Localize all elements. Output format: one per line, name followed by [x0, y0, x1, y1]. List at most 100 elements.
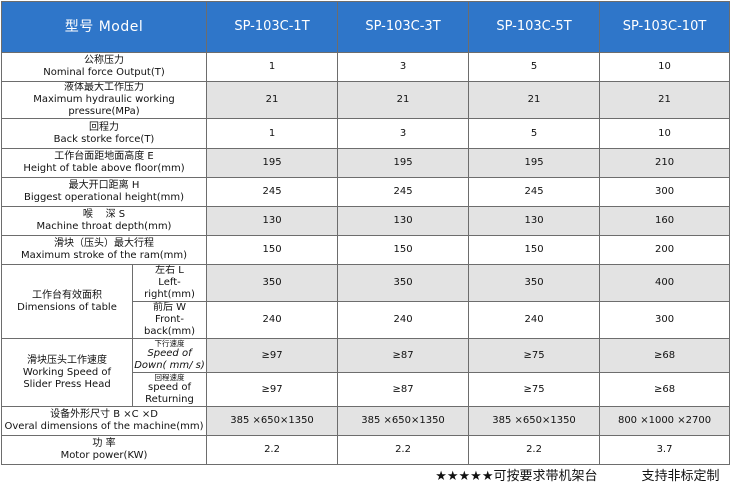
cell-value: 130	[468, 206, 601, 236]
sub-label: 前后 W Front-back(mm)	[131, 301, 208, 339]
cell-value: 385 ×650×1350	[468, 406, 601, 436]
footer-note-frame: ★★★★★可按要求带机架台	[435, 469, 598, 485]
cell-value: 3	[337, 52, 470, 82]
label-en: Down( mm/ s)	[134, 360, 205, 371]
sub-label: 回程速度 speed of Returning	[131, 372, 208, 407]
cell-value: 245	[206, 177, 339, 207]
footer-note-custom: 支持非标定制	[641, 469, 720, 485]
cell-value: 240	[468, 301, 601, 339]
cell-value: ≥87	[337, 338, 470, 373]
sub-label: 下行速度 Speed of Down( mm/ s)	[131, 338, 208, 373]
table-row: 前后 W Front-back(mm) 240 240 240 300	[2, 301, 731, 339]
table-row: 液体最大工作压力 Maximum hydraulic working press…	[0, 81, 731, 119]
model-header: 型号 Model	[0, 1, 208, 53]
label-en: Speed of	[147, 348, 192, 359]
label-zh: 左右 L	[155, 265, 184, 277]
cell-value: 150	[468, 235, 601, 265]
label-en: Height of table above floor(mm)	[23, 163, 185, 174]
cell-value: 800 ×1000 ×2700	[599, 406, 731, 436]
cell-value: 10	[599, 52, 731, 82]
cell-value: 2.2	[206, 435, 339, 465]
table-row: 回程速度 speed of Returning ≥97 ≥87 ≥75 ≥68	[2, 372, 731, 407]
cell-value: 21	[206, 81, 339, 119]
label-zh: 喉 深 S	[82, 209, 126, 220]
cell-value: ≥87	[337, 372, 470, 407]
cell-value: ≥68	[599, 372, 731, 407]
cell-value: 195	[206, 148, 339, 178]
cell-value: 2.2	[337, 435, 470, 465]
cell-value: ≥75	[468, 372, 601, 407]
cell-value: 195	[337, 148, 470, 178]
table-row: 最大开口距离 H Biggest operational height(mm) …	[0, 177, 731, 207]
label-zh: 最大开口距离 H	[68, 180, 140, 191]
cell-value: 21	[337, 81, 470, 119]
cell-value: 350	[206, 264, 339, 302]
label-en: speed of	[147, 382, 192, 393]
model-col-3: SP-103C-5T	[468, 1, 601, 53]
label-en: Front-back(mm)	[143, 314, 196, 337]
table-row: 工作台面距地面高度 E Height of table above floor(…	[0, 148, 731, 178]
row-label: 液体最大工作压力 Maximum hydraulic working press…	[0, 81, 208, 119]
cell-value: 240	[337, 301, 470, 339]
cell-value: 350	[468, 264, 601, 302]
cell-value: 150	[206, 235, 339, 265]
label-en: Left-right(mm)	[144, 277, 195, 300]
label-en: Returning	[145, 394, 194, 405]
cell-value: 3.7	[599, 435, 731, 465]
row-label: 滑块（压头）最大行程 Maximum stroke of the ram(mm)	[0, 235, 208, 265]
sub-label: 左右 L Left-right(mm)	[131, 264, 208, 302]
table-row: 滑块压头工作速度 Working Speed of Slider Press H…	[1, 338, 731, 407]
table-row: 设备外形尺寸 B ×C ×D Overal dimensions of the …	[0, 406, 731, 436]
cell-value: 21	[468, 81, 601, 119]
cell-value: 10	[599, 118, 731, 149]
cell-value: 1	[206, 52, 339, 82]
cell-value: ≥68	[599, 338, 731, 373]
label-zh: 设备外形尺寸 B ×C ×D	[50, 409, 158, 420]
row-label: 功 率 Motor power(KW)	[0, 435, 208, 465]
label-zh: 回程速度	[154, 373, 185, 383]
cell-value: 1	[206, 118, 339, 149]
label-zh: 工作台有效面积	[32, 289, 102, 301]
model-col-1: SP-103C-1T	[206, 1, 339, 53]
cell-value: 240	[206, 301, 339, 339]
row-label: 工作台有效面积 Dimensions of table	[1, 264, 133, 339]
cell-value: 385 ×650×1350	[337, 406, 470, 436]
footer-cell: ★★★★★可按要求带机架台 支持非标定制	[2, 465, 730, 490]
cell-value: 150	[337, 235, 470, 265]
label-en: Back storke force(T)	[53, 133, 155, 145]
label-en: Overal dimensions of the machine(mm)	[4, 421, 204, 432]
label-zh: 下行速度	[154, 339, 185, 349]
cell-value: 130	[337, 206, 470, 236]
cell-value: 300	[599, 177, 731, 207]
cell-value: ≥97	[206, 372, 339, 407]
label-en: Dimensions of table	[17, 301, 117, 313]
table-row: 滑块（压头）最大行程 Maximum stroke of the ram(mm)…	[0, 235, 731, 265]
label-en: Slider Press Head	[23, 378, 111, 390]
label-zh: 回程力	[89, 121, 119, 133]
row-label: 公称压力 Nominal force Output(T)	[0, 52, 208, 82]
label-en: Machine throat depth(mm)	[36, 221, 172, 232]
label-zh: 滑块压头工作速度	[27, 354, 107, 366]
label-en: Biggest operational height(mm)	[23, 192, 185, 203]
row-label: 喉 深 S Machine throat depth(mm)	[0, 206, 208, 236]
cell-value: 2.2	[468, 435, 601, 465]
label-en: Working Speed of	[22, 366, 112, 378]
row-label: 回程力 Back storke force(T)	[0, 118, 208, 149]
table-row: 公称压力 Nominal force Output(T) 1 3 5 10	[0, 52, 731, 82]
model-col-4: SP-103C-10T	[599, 1, 731, 53]
label-en: Maximum stroke of the ram(mm)	[20, 250, 188, 261]
model-col-2: SP-103C-3T	[337, 1, 470, 53]
row-label: 滑块压头工作速度 Working Speed of Slider Press H…	[1, 338, 133, 407]
cell-value: 300	[599, 301, 731, 339]
header-row: 型号 Model SP-103C-1T SP-103C-3T SP-103C-5…	[0, 1, 731, 53]
row-label: 工作台面距地面高度 E Height of table above floor(…	[0, 148, 208, 178]
cell-value: 200	[599, 235, 731, 265]
table-row: 功 率 Motor power(KW) 2.2 2.2 2.2 3.7	[0, 435, 731, 465]
cell-value: 21	[599, 81, 731, 119]
cell-value: 210	[599, 148, 731, 178]
footer-notes: ★★★★★可按要求带机架台 支持非标定制	[2, 469, 730, 485]
cell-value: 3	[337, 118, 470, 149]
row-label: 最大开口距离 H Biggest operational height(mm)	[0, 177, 208, 207]
label-zh: 滑块（压头）最大行程	[54, 238, 154, 249]
